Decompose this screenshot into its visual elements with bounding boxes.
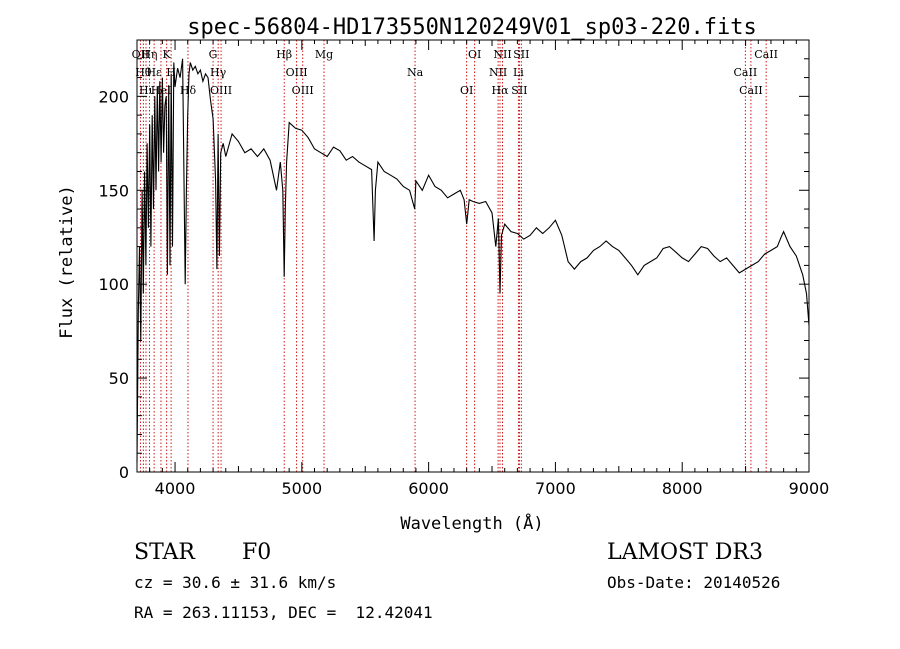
line-markers	[139, 40, 767, 472]
line-marker-label: CaII	[739, 84, 763, 97]
line-marker-label: Hε	[146, 66, 162, 79]
line-marker-label: K	[163, 48, 172, 61]
x-tick-label: 5000	[281, 479, 322, 498]
line-marker-label: Hη	[141, 48, 157, 61]
line-marker-label: OIII	[286, 66, 308, 79]
line-marker-label: SII	[511, 84, 527, 97]
line-marker-label: OI	[460, 84, 473, 97]
line-marker-label: Li	[513, 66, 524, 79]
x-tick-label: 4000	[155, 479, 196, 498]
line-marker-label: OIII	[210, 84, 232, 97]
line-marker-label: SII	[513, 48, 529, 61]
line-marker-label: HeI	[151, 84, 171, 97]
line-marker-label: Na	[407, 66, 424, 79]
line-marker-label: Hι	[139, 84, 153, 97]
line-marker-label: Mg	[315, 48, 333, 61]
x-tick-label: 7000	[535, 479, 576, 498]
y-tick-label: 100	[98, 275, 129, 294]
y-tick-label: 200	[98, 87, 129, 106]
line-marker-label: OII	[132, 48, 150, 61]
line-marker-label: CaII	[734, 66, 758, 79]
spectrum-line	[136, 58, 810, 463]
line-marker-label: NII	[493, 48, 511, 61]
y-tick-label: 150	[98, 181, 129, 200]
line-marker-label: G	[209, 48, 218, 61]
y-axis-label: Flux (relative)	[57, 185, 77, 339]
line-marker-label: Hγ	[210, 66, 227, 79]
redshift-readout: cz = 30.6 ± 31.6 km/s	[134, 573, 337, 592]
x-axis-ticks: 4000 5000 6000 7000 8000 9000	[136, 40, 830, 498]
y-axis-ticks: 0 50 100 150 200	[98, 39, 809, 482]
line-marker-label: H	[166, 66, 176, 79]
line-marker-label: OI	[468, 48, 481, 61]
chart-title: spec-56804-HD173550N120249V01_sp03-220.f…	[187, 15, 757, 40]
line-marker-label: CaII	[754, 48, 778, 61]
x-tick-label: 6000	[408, 479, 449, 498]
survey-name: LAMOST DR3	[607, 540, 763, 565]
x-tick-label: 9000	[789, 479, 830, 498]
line-marker-label: Hθ	[135, 66, 152, 79]
coordinates: RA = 263.11153, DEC = 12.42041	[134, 603, 433, 622]
line-marker-label: Hα	[491, 84, 509, 97]
line-marker-label: OIII	[292, 84, 314, 97]
line-marker-label: Hβ	[276, 48, 292, 61]
line-marker-label: NII	[489, 66, 507, 79]
x-tick-label: 8000	[662, 479, 703, 498]
plot-frame	[136, 39, 810, 473]
obs-date: Obs-Date: 20140526	[607, 573, 781, 592]
y-tick-label: 50	[109, 369, 129, 388]
y-tick-label: 0	[119, 463, 129, 482]
x-axis-label: Wavelength (Å)	[400, 512, 543, 534]
line-marker-labels: OIIHθHιHηHεHeIKHHδGHγOIIIHβOIIIOIIIMgNaO…	[132, 48, 778, 97]
object-class: STAR	[134, 540, 195, 565]
object-subclass: F0	[242, 540, 272, 565]
